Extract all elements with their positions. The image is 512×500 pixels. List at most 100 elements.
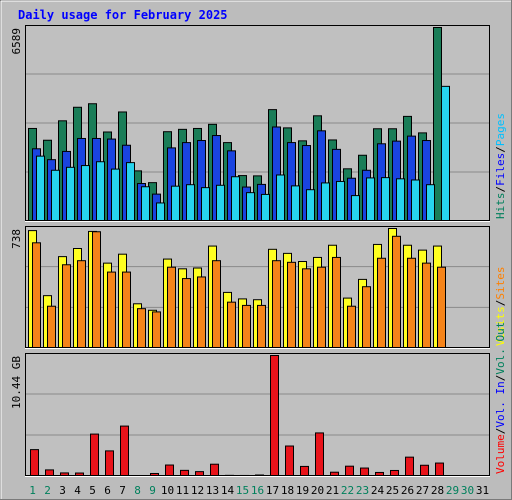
bar-pages-day-14 (231, 176, 240, 222)
legend-item-vol-in: Vol. In (494, 381, 507, 427)
x-tick-label-day-10: 10 (161, 484, 174, 497)
max-value-label: 738 (10, 229, 23, 249)
legend-separator: / (494, 146, 507, 153)
x-tick-label-day-13: 13 (206, 484, 219, 497)
bar-sites-day-4 (77, 260, 86, 349)
legend-separator: / (494, 428, 507, 435)
bar-sites-day-19 (302, 268, 311, 349)
legend-hits-files-pages: Hits/Files/Pages (494, 113, 507, 219)
bar-pages-day-26 (411, 179, 420, 222)
bar-sites-day-17 (272, 260, 281, 349)
legend-item-volume: Volume (494, 434, 507, 474)
x-tick-label-day-26: 26 (401, 484, 414, 497)
bar-pages-day-3 (66, 166, 75, 222)
x-axis-labels: 1 2 3 4 5 6 7 8 9 10 11 12 13 14 15 16 17 18 19 20 21 22 23 24 2… (29, 484, 489, 497)
bar-pages-day-13 (216, 184, 225, 222)
x-tick-label-day-1: 1 (29, 484, 36, 497)
panel-visits-sites: 738 Visits/Sites (10, 226, 507, 349)
bar-pages-day-2 (51, 169, 60, 222)
bar-sites-day-24 (377, 257, 386, 349)
x-tick-label-day-23: 23 (356, 484, 369, 497)
legend-item-files: Files (494, 153, 507, 186)
legend-separator: / (494, 375, 507, 382)
bar-sites-day-14 (227, 301, 236, 349)
bar-sites-day-3 (62, 264, 71, 349)
bar-pages-day-12 (201, 187, 210, 222)
legend-item-pages: Pages (494, 113, 507, 146)
bar-volume-day-5 (90, 433, 99, 477)
bar-volume-day-6 (105, 450, 114, 477)
bar-sites-day-5 (92, 231, 101, 349)
legend-separator: / (494, 186, 507, 193)
x-tick-label-day-6: 6 (104, 484, 111, 497)
bar-volume-day-23 (360, 467, 369, 477)
plot-area (25, 353, 490, 476)
x-tick-label-day-20: 20 (311, 484, 324, 497)
bar-sites-day-27 (422, 262, 431, 349)
x-tick-label-day-4: 4 (74, 484, 81, 497)
legend-volume: Volume/Vol. In/Vol. Out (494, 322, 507, 474)
bar-volume-day-22 (345, 465, 354, 477)
x-tick-label-day-19: 19 (296, 484, 309, 497)
bar-volume-day-19 (300, 465, 309, 477)
bar-pages-day-19 (306, 189, 315, 222)
plot-border (25, 226, 490, 348)
x-tick-label-day-21: 21 (326, 484, 339, 497)
bar-pages-day-25 (396, 178, 405, 222)
bar-sites-day-18 (287, 261, 296, 349)
bar-pages-day-9 (156, 202, 165, 222)
bar-sites-day-21 (332, 256, 341, 349)
legend-item-visits: Visits (494, 306, 507, 346)
legend-visits-sites: Visits/Sites (494, 267, 507, 347)
legend-separator: / (494, 300, 507, 307)
chart-title: Daily usage for February 2025 (18, 8, 228, 22)
x-tick-label-day-30: 30 (461, 484, 474, 497)
bar-pages-day-27 (426, 184, 435, 222)
x-tick-label-day-22: 22 (341, 484, 354, 497)
bar-pages-day-8 (141, 186, 150, 222)
bar-sites-day-7 (122, 271, 131, 349)
x-tick-label-day-18: 18 (281, 484, 294, 497)
x-tick-label-day-31: 31 (476, 484, 489, 497)
x-tick-label-day-2: 2 (44, 484, 51, 497)
x-tick-label-day-12: 12 (191, 484, 204, 497)
plot-border (25, 25, 490, 221)
bar-pages-day-28 (441, 85, 450, 222)
plot-border (25, 353, 490, 476)
bar-sites-day-8 (137, 308, 146, 349)
x-tick-label-day-3: 3 (59, 484, 66, 497)
x-tick-label-day-27: 27 (416, 484, 429, 497)
bar-sites-day-22 (347, 305, 356, 349)
bar-volume-day-1 (30, 449, 39, 477)
bar-volume-day-26 (405, 456, 414, 477)
x-tick-label-day-17: 17 (266, 484, 279, 497)
bar-sites-day-26 (407, 257, 416, 349)
bar-volume-day-17 (270, 355, 279, 477)
bar-pages-day-17 (276, 174, 285, 222)
bar-volume-day-27 (420, 464, 429, 477)
bar-pages-day-24 (381, 177, 390, 222)
bar-pages-day-6 (111, 168, 120, 222)
bar-sites-day-15 (242, 304, 251, 349)
bar-sites-day-1 (32, 242, 41, 349)
x-tick-label-day-5: 5 (89, 484, 96, 497)
x-tick-label-day-7: 7 (119, 484, 126, 497)
bar-volume-day-20 (315, 432, 324, 477)
x-tick-label-day-15: 15 (236, 484, 249, 497)
bar-sites-day-11 (182, 278, 191, 349)
bar-volume-day-13 (210, 463, 219, 477)
bar-sites-day-28 (437, 266, 446, 349)
x-tick-label-day-29: 29 (446, 484, 459, 497)
bar-pages-day-22 (351, 195, 360, 222)
bar-sites-day-9 (152, 311, 161, 349)
bar-sites-day-2 (47, 305, 56, 349)
bar-pages-day-11 (186, 184, 195, 222)
bar-pages-day-10 (171, 185, 180, 222)
bar-volume-day-7 (120, 425, 129, 477)
bar-sites-day-13 (212, 260, 221, 349)
max-value-label: 10.44 GB (10, 356, 23, 409)
bar-sites-day-25 (392, 235, 401, 349)
